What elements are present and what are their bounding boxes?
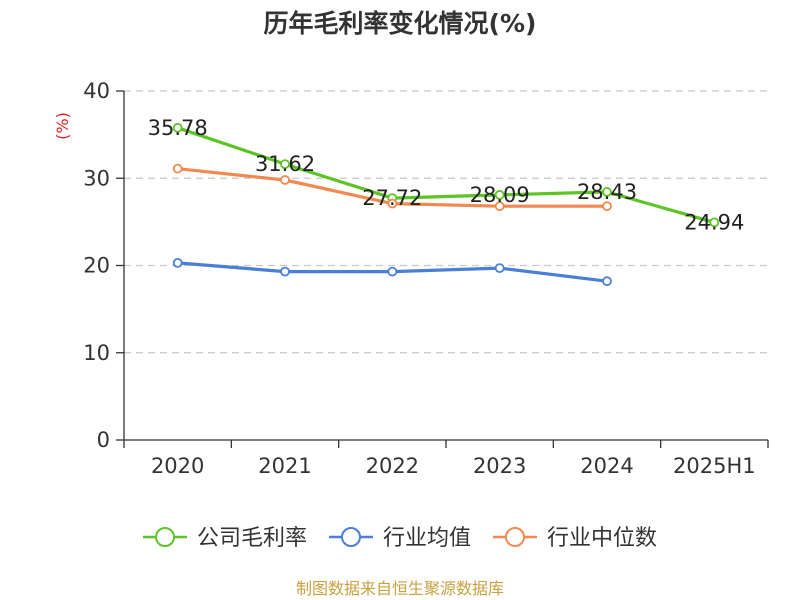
data-point [280, 266, 290, 277]
x-tick-label: 2020 [151, 454, 204, 478]
x-tick-label: 2024 [580, 454, 633, 478]
data-point [494, 263, 505, 274]
y-axis-unit-label: (%) [53, 112, 72, 140]
data-labels: 35.78 31.62 27.72 28.09 28.43 24.94 [148, 116, 745, 235]
x-tick-label: 2025H1 [673, 454, 756, 478]
chart-title: 历年毛利率变化情况(%) [264, 9, 537, 38]
legend-marker [155, 527, 175, 547]
data-point [172, 257, 183, 268]
data-point [602, 187, 612, 197]
data-point [494, 190, 505, 200]
legend-marker [341, 527, 361, 547]
data-point [602, 201, 612, 212]
legend-marker [505, 527, 525, 547]
data-point [280, 159, 290, 170]
x-tick-label: 2021 [258, 454, 311, 478]
axes: 0 10 20 30 40 2020 2021 2022 2023 2024 2025H1 [83, 79, 769, 478]
y-tick-label: 0 [97, 428, 110, 452]
y-tick-label: 20 [83, 254, 110, 278]
data-point [602, 276, 612, 287]
data-point [387, 198, 398, 209]
data-label: 35.78 [148, 116, 208, 140]
data-point [172, 163, 183, 174]
x-tick-label: 2022 [366, 454, 419, 478]
data-point [172, 122, 183, 133]
data-point [280, 175, 290, 185]
data-label: 28.09 [470, 183, 530, 207]
data-point [494, 201, 505, 212]
legend-label: 公司毛利率 [197, 526, 307, 551]
y-tick-label: 40 [83, 79, 110, 103]
data-label: 24.94 [684, 210, 744, 234]
data-label: 31.62 [255, 152, 315, 176]
x-tick-label: 2023 [473, 454, 526, 478]
source-note: 制图数据来自恒生聚源数据库 [296, 579, 504, 598]
data-point [709, 217, 720, 228]
legend: 公司毛利率 行业均值 行业中位数 [143, 526, 657, 551]
gridlines [124, 90, 768, 354]
y-tick-label: 10 [83, 341, 110, 365]
series-lines [172, 122, 720, 287]
data-label: 28.43 [577, 180, 637, 204]
data-point [387, 266, 398, 277]
data-label: 27.72 [362, 186, 422, 210]
legend-label: 行业均值 [383, 526, 471, 551]
series-line [177, 126, 715, 224]
legend-label: 行业中位数 [547, 526, 657, 551]
y-tick-label: 30 [83, 166, 110, 190]
